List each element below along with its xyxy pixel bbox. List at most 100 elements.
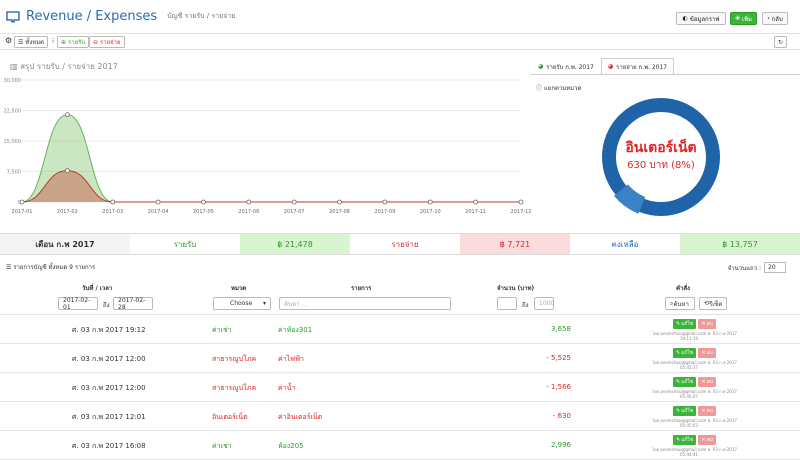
table-row: ศ. 03 ก.พ 2017 19:12 ค่าเช่า ค่าห้อง301 3,6… (0, 316, 800, 344)
row-category[interactable]: อินเตอร์เน็ต (212, 413, 248, 421)
edit-button[interactable]: ✎ แก้ไข (673, 377, 697, 387)
category-subtitle: ⓘ แยกตามหมวด (536, 85, 582, 92)
table-header: วันที่ / เวลา หมวด รายการ จำนวน (บาท) คำ… (0, 281, 800, 292)
data-point[interactable] (382, 199, 388, 205)
row-amount: - 1,566 (546, 383, 571, 391)
filter-expense-button[interactable]: ⊖ รายจ่าย (89, 36, 125, 48)
search-icon: ⌕ (670, 299, 674, 307)
row-actions: ✎ แก้ไข ✕ ลบ (673, 406, 716, 416)
pie-icon: ◕ (538, 63, 544, 70)
tab-divider (531, 74, 800, 75)
data-point[interactable] (64, 112, 70, 118)
row-category[interactable]: สาธารณูปโภค (212, 384, 257, 392)
row-item[interactable]: ค่าน้ำ (278, 384, 296, 392)
date-to-input[interactable]: 2017-02-28 (113, 297, 153, 311)
edit-button[interactable]: ✎ แก้ไข (673, 348, 697, 358)
add-button[interactable]: ✚ เพิ่ม (730, 12, 757, 25)
more-icon[interactable]: ⁝ (52, 37, 55, 45)
data-point[interactable] (291, 199, 297, 205)
row-actions: ✎ แก้ไข ✕ ลบ (673, 319, 716, 329)
row-date: ศ. 03 ก.พ 2017 19:12 (72, 326, 146, 334)
list-icon: ☰ (18, 38, 24, 46)
row-amount: 2,996 (550, 441, 571, 449)
search-input[interactable]: ค้นหา ... (279, 297, 451, 310)
date-from-input[interactable]: 2017-02-01 (58, 297, 98, 311)
x-tick-label: 2017-12 (511, 209, 531, 215)
x-tick-label: 2017-05 (193, 209, 214, 215)
row-meta: โดย pnomchou@gmail.com ศ. 03 ก.พ 2017 19:… (652, 331, 737, 341)
summary-balance-value: ฿ 13,757 (680, 234, 800, 254)
tab-expense[interactable]: ◕ รายจ่าย ก.พ. 2017 (600, 58, 675, 74)
y-tick-label: 7,500 (7, 170, 21, 176)
data-point[interactable] (518, 199, 524, 205)
y-tick-label: 15,000 (4, 139, 21, 145)
data-point[interactable] (19, 199, 25, 205)
filter-all-button[interactable]: ☰ ทั้งหมด (14, 36, 49, 48)
amount-to-input[interactable]: 1000 (534, 297, 554, 310)
category-select[interactable]: Choose ▾ (213, 297, 271, 310)
row-actions: ✎ แก้ไข ✕ ลบ (673, 348, 716, 358)
edit-button[interactable]: ✎ แก้ไข (673, 435, 697, 445)
data-point[interactable] (155, 199, 161, 205)
page-title: Revenue / Expenses บัญชี รายรับ / รายจ่า… (6, 9, 235, 24)
data-point[interactable] (337, 199, 342, 205)
reset-icon: ⟲ (704, 300, 710, 307)
summary-income-label: รายรับ (173, 239, 197, 249)
filter-income-button[interactable]: ⊕ รายรับ (57, 36, 90, 48)
delete-button[interactable]: ✕ ลบ (698, 435, 716, 445)
row-category[interactable]: สาธารณูปโภค (212, 355, 257, 363)
row-category[interactable]: ค่าเช่า (212, 326, 232, 334)
row-meta: โดย pnomchou@gmail.com ศ. 03 ก.พ 2017 05:… (652, 418, 737, 428)
back-button[interactable]: ‹ กลับ (762, 12, 788, 25)
income-icon: ⊕ (61, 38, 67, 46)
amount-from-input[interactable] (497, 297, 517, 310)
chart-data-button[interactable]: ◐ ข้อมูลกราฟ (676, 12, 726, 25)
col-item: รายการ (351, 285, 372, 292)
col-date: วันที่ / เวลา (82, 285, 113, 292)
data-point[interactable] (110, 199, 116, 205)
data-point[interactable] (201, 199, 206, 205)
rows-per-page-select[interactable]: 20 (764, 262, 786, 273)
data-point[interactable] (246, 199, 252, 205)
delete-button[interactable]: ✕ ลบ (698, 406, 716, 416)
row-item[interactable]: ค่าไฟฟ้า (278, 355, 304, 363)
row-category[interactable]: ค่าเช่า (212, 442, 232, 450)
col-command: คำสั่ง (676, 285, 690, 292)
row-item[interactable]: ค่าห้อง301 (278, 326, 313, 334)
x-tick-label: 2017-03 (102, 209, 123, 215)
tab-income[interactable]: ◕ รายรับ ก.พ. 2017 (538, 63, 594, 71)
summary-month: เดือน ก.พ 2017 (0, 234, 130, 254)
data-point[interactable] (64, 168, 70, 174)
data-point[interactable] (427, 199, 433, 205)
close-icon: ✕ (701, 379, 706, 385)
table-row: ศ. 03 ก.พ 2017 16:08 ค่าเช่า ห้อง205 2,996 ✎… (0, 432, 800, 460)
filter-row: 2017-02-01 ถึง 2017-02-28 Choose ▾ ค้นหา … (0, 293, 800, 315)
edit-button[interactable]: ✎ แก้ไข (673, 319, 697, 329)
close-icon: ✕ (701, 408, 706, 414)
search-button[interactable]: ⌕ ค้นหา (665, 297, 695, 310)
close-icon: ✕ (701, 437, 706, 443)
x-tick-label: 2017-08 (329, 209, 350, 215)
table-row: ศ. 03 ก.พ 2017 12:01 อินเตอร์เน็ต ค่าอินเต… (0, 403, 800, 431)
month-summary: เดือน ก.พ 2017 รายรับ ฿ 21,478 รายจ่าย ฿… (0, 233, 800, 255)
col-category: หมวด (231, 285, 247, 292)
delete-button[interactable]: ✕ ลบ (698, 319, 716, 329)
breadcrumb: บัญชี รายรับ / รายจ่าย (167, 12, 236, 20)
delete-button[interactable]: ✕ ลบ (698, 377, 716, 387)
row-meta: โดย pnomchou@gmail.com ศ. 03 ก.พ 2017 05:… (652, 389, 737, 399)
edit-icon: ✎ (676, 321, 681, 327)
delete-button[interactable]: ✕ ลบ (698, 348, 716, 358)
filter-toolbar: ⚙ ☰ ทั้งหมด ⁝ ⊕ รายรับ ⊖ รายจ่าย ↻ (0, 34, 800, 50)
title-text: Revenue / Expenses (26, 9, 158, 24)
data-point[interactable] (473, 199, 479, 205)
reset-button[interactable]: ⟲ รีเซ็ต (699, 297, 727, 310)
row-amount: - 630 (552, 412, 571, 420)
edit-button[interactable]: ✎ แก้ไข (673, 406, 697, 416)
row-meta: โดย pnomchou@gmail.com ศ. 03 ก.พ 2017 05:… (652, 360, 737, 370)
row-item[interactable]: ค่าอินเตอร์เน็ต (278, 413, 323, 421)
bar-chart-icon: ▥ (10, 62, 18, 71)
settings-icon[interactable]: ⚙ (5, 36, 13, 45)
row-date: ศ. 03 ก.พ 2017 12:01 (72, 413, 146, 421)
row-item[interactable]: ห้อง205 (278, 442, 304, 450)
refresh-button[interactable]: ↻ (774, 36, 787, 48)
